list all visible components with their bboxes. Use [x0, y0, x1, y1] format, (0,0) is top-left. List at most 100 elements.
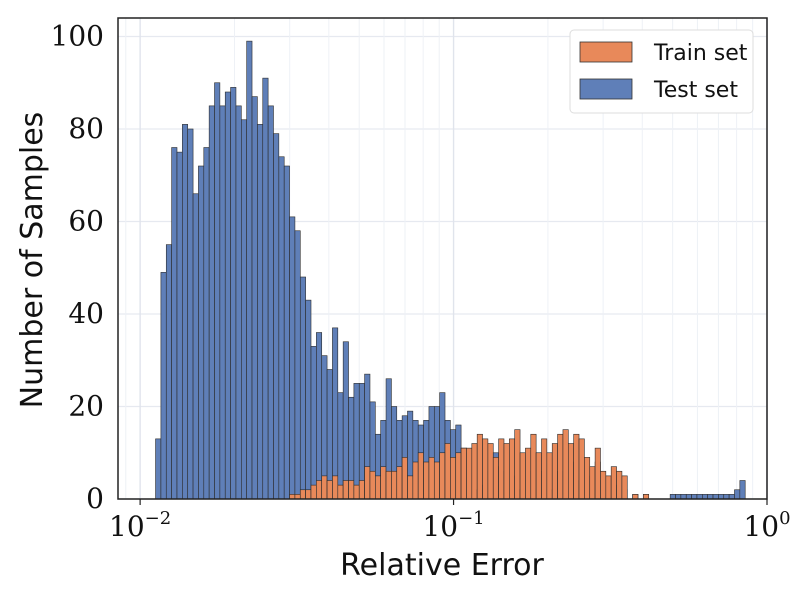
- bar-train-set: [444, 443, 451, 500]
- bar-test-set: [283, 165, 290, 500]
- bar-train-set: [326, 480, 333, 500]
- bar-train-set: [321, 475, 328, 500]
- bar-train-set: [358, 480, 365, 500]
- bar-test-set: [273, 133, 280, 500]
- bar-train-set: [407, 475, 414, 500]
- bar-train-set: [503, 443, 510, 500]
- bar-test-set: [278, 156, 285, 500]
- bar-train-set: [525, 447, 532, 500]
- bar-train-set: [369, 470, 376, 500]
- bar-test-set: [305, 299, 312, 500]
- bar-test-set: [353, 383, 360, 500]
- bar-test-set: [739, 480, 746, 500]
- bar-test-set: [246, 40, 253, 500]
- bar-train-set: [530, 433, 537, 500]
- bar-train-set: [299, 489, 306, 500]
- bar-train-set: [519, 452, 526, 500]
- bar-train-set: [621, 475, 628, 500]
- bar-train-set: [450, 457, 457, 500]
- bar-train-set: [460, 447, 467, 500]
- bar-train-set: [466, 447, 473, 500]
- bar-train-set: [487, 443, 494, 500]
- bar-test-set: [160, 272, 167, 500]
- bar-train-set: [482, 438, 489, 500]
- bar-train-set: [417, 452, 424, 500]
- bar-train-set: [310, 484, 317, 500]
- bar-test-set: [299, 276, 306, 500]
- bar-train-set: [391, 470, 398, 500]
- bar-test-set: [182, 124, 189, 500]
- bars: [155, 40, 746, 500]
- bar-test-set: [165, 244, 172, 500]
- legend-swatch-test: [579, 78, 633, 100]
- bar-train-set: [348, 480, 355, 500]
- bar-test-set: [294, 230, 301, 500]
- bar-test-set: [241, 119, 247, 500]
- bar-train-set: [535, 452, 542, 500]
- y-tick-label: 0: [86, 482, 104, 515]
- bar-train-set: [541, 438, 548, 500]
- bar-train-set: [594, 447, 601, 500]
- bar-train-set: [439, 452, 446, 500]
- bar-train-set: [492, 457, 499, 500]
- bar-train-set: [562, 429, 569, 500]
- bar-test-set: [187, 128, 194, 500]
- bar-test-set: [326, 369, 333, 500]
- bar-train-set: [337, 484, 344, 500]
- bar-train-set: [584, 457, 591, 500]
- legend-swatch-train: [579, 41, 633, 63]
- bar-test-set: [192, 193, 199, 500]
- bar-test-set: [289, 216, 296, 500]
- bar-test-set: [219, 105, 226, 500]
- y-tick-label: 80: [68, 112, 104, 145]
- bar-train-set: [514, 429, 521, 500]
- bar-train-set: [433, 461, 440, 500]
- x-tick-label: 10−1: [422, 508, 484, 543]
- x-tick-base: 10: [422, 510, 458, 543]
- bar-train-set: [455, 452, 462, 500]
- bar-test-set: [332, 327, 339, 500]
- y-axis-label: Number of Samples: [15, 112, 50, 409]
- bar-test-set: [208, 105, 215, 500]
- bar-train-set: [600, 470, 607, 500]
- bar-train-set: [498, 438, 505, 500]
- bar-train-set: [573, 433, 580, 500]
- bar-train-set: [423, 461, 430, 500]
- legend: Train set Test set: [569, 29, 754, 114]
- plot-frame: [117, 17, 768, 500]
- bar-train-set: [412, 461, 419, 500]
- bar-train-set: [509, 438, 515, 500]
- bar-test-set: [316, 332, 323, 500]
- bar-test-set: [224, 91, 231, 500]
- x-tick-exponent: −2: [145, 508, 172, 529]
- bar-test-set: [251, 96, 258, 500]
- bar-train-set: [364, 466, 371, 500]
- bar-test-set: [235, 105, 242, 500]
- bar-test-set: [176, 151, 183, 500]
- bar-test-set: [198, 165, 205, 500]
- x-tick-exponent: 0: [779, 508, 790, 529]
- bar-test-set: [262, 77, 269, 500]
- bar-test-set: [214, 82, 221, 500]
- bar-test-set: [155, 438, 162, 500]
- bar-test-set: [230, 87, 237, 500]
- bar-test-set: [203, 147, 210, 500]
- x-tick-base: 10: [109, 510, 145, 543]
- bar-train-set: [353, 484, 360, 500]
- bar-train-set: [375, 475, 381, 500]
- bar-train-set: [342, 480, 349, 500]
- bar-train-set: [471, 443, 478, 500]
- bar-train-set: [396, 466, 403, 500]
- bar-train-set: [568, 443, 574, 500]
- x-tick-label: 100: [743, 508, 790, 543]
- bar-train-set: [428, 457, 435, 500]
- bar-train-set: [557, 433, 564, 500]
- legend-label-train: Train set: [653, 41, 748, 66]
- bar-train-set: [589, 466, 596, 500]
- y-tick-label: 100: [51, 20, 104, 53]
- bar-test-set: [267, 105, 274, 500]
- bar-train-set: [380, 466, 387, 500]
- bar-train-set: [332, 475, 339, 500]
